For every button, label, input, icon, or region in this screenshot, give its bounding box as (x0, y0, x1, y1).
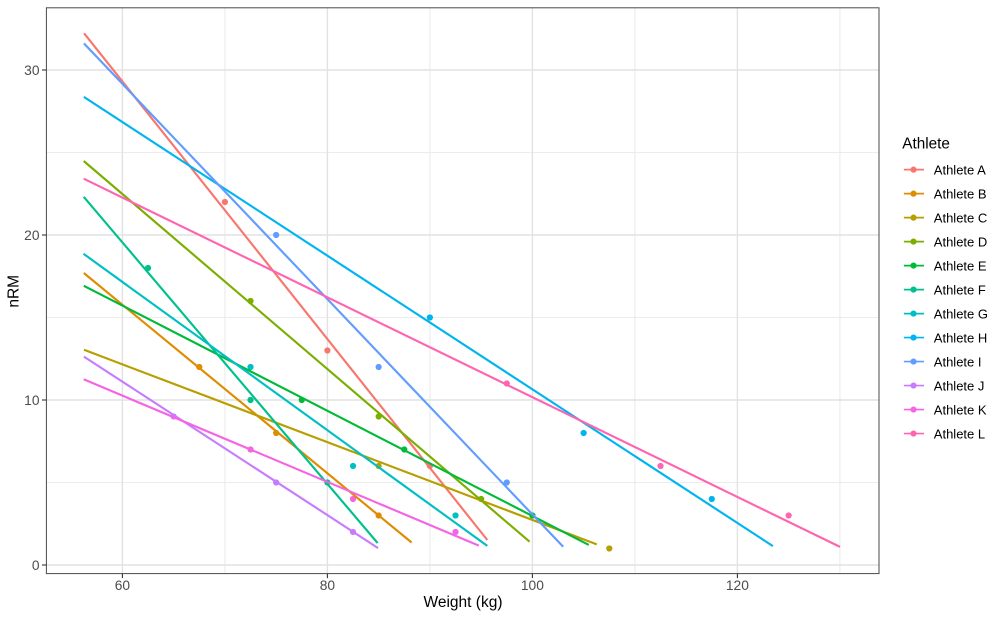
svg-text:Athlete G: Athlete G (934, 306, 988, 321)
svg-text:Weight (kg): Weight (kg) (424, 594, 503, 611)
svg-text:nRM: nRM (6, 275, 23, 308)
svg-text:20: 20 (24, 228, 40, 243)
svg-text:Athlete C: Athlete C (934, 210, 987, 225)
svg-text:Athlete: Athlete (902, 136, 950, 153)
svg-text:80: 80 (320, 578, 336, 593)
svg-text:0: 0 (32, 558, 40, 573)
svg-text:Athlete L: Athlete L (934, 426, 985, 441)
svg-text:Athlete D: Athlete D (934, 234, 987, 249)
svg-text:Athlete K: Athlete K (934, 402, 987, 417)
svg-text:100: 100 (521, 578, 544, 593)
svg-text:120: 120 (726, 578, 749, 593)
svg-text:Athlete B: Athlete B (934, 186, 987, 201)
svg-text:60: 60 (115, 578, 131, 593)
svg-text:Athlete E: Athlete E (934, 258, 987, 273)
svg-text:Athlete A: Athlete A (934, 162, 986, 177)
svg-text:10: 10 (24, 393, 40, 408)
svg-text:Athlete H: Athlete H (934, 330, 987, 345)
svg-text:Athlete F: Athlete F (934, 282, 986, 297)
svg-text:Athlete I: Athlete I (934, 354, 982, 369)
svg-text:Athlete J: Athlete J (934, 378, 985, 393)
svg-text:30: 30 (24, 63, 40, 78)
